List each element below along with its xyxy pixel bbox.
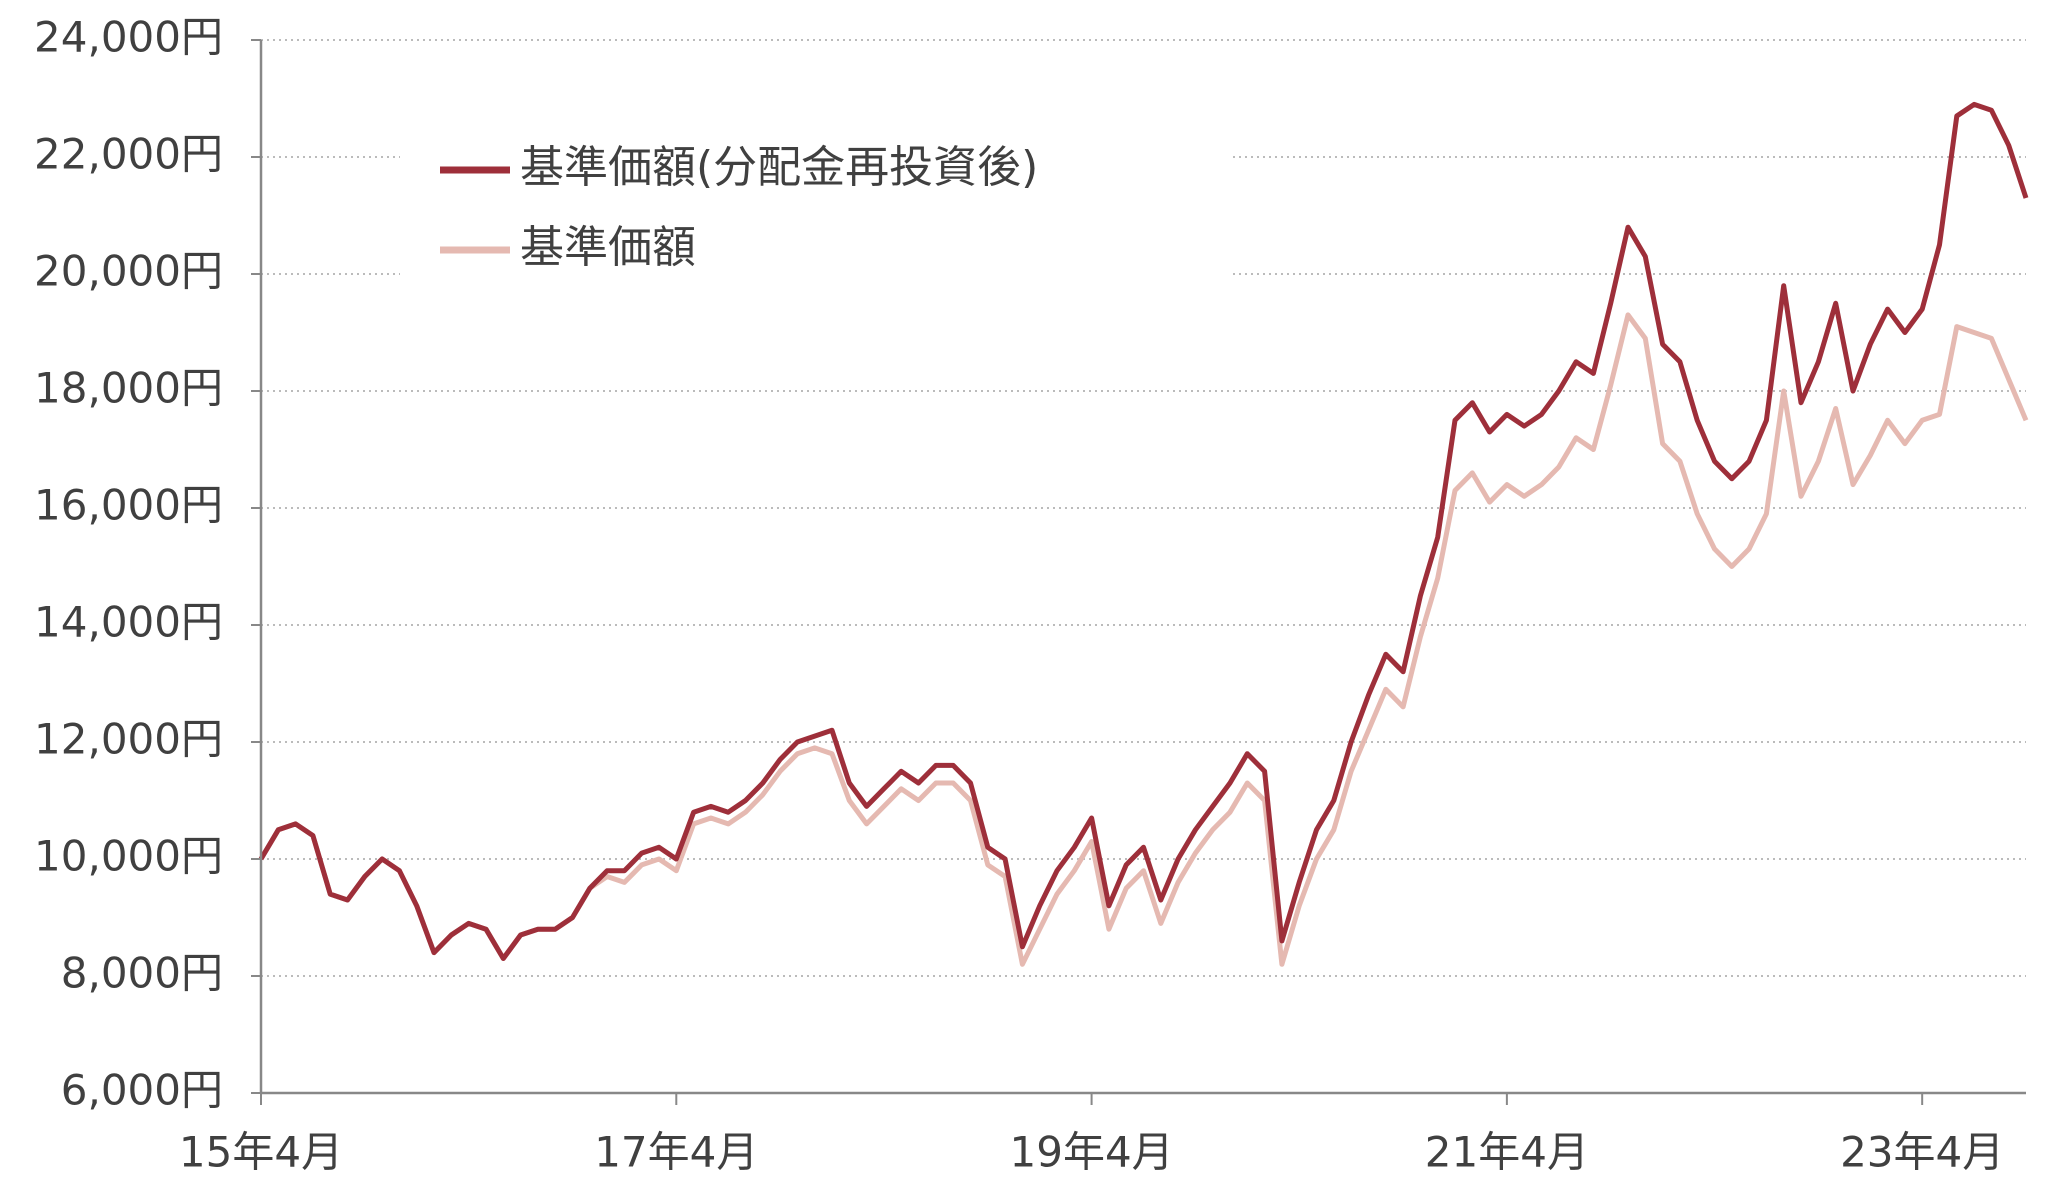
x-tick-label: 15年4月 [179, 1128, 343, 1177]
legend: 基準価額(分配金再投資後) 基準価額 [400, 120, 1230, 290]
legend-label: 基準価額(分配金再投資後) [520, 142, 1038, 193]
y-tick-label: 20,000円 [34, 247, 223, 296]
y-tick-label: 16,000円 [34, 481, 223, 530]
series-line [258, 101, 2029, 961]
x-tick-label: 17年4月 [594, 1128, 758, 1177]
legend-background [400, 120, 1230, 290]
axes: 6,000円 8,000円 10,000円 12,000円 14,000円 16,000円… [34, 13, 2026, 1177]
y-tick-label: 8,000円 [61, 949, 223, 998]
y-tick-label: 22,000円 [34, 130, 223, 179]
y-tick-label: 6,000円 [61, 1066, 223, 1115]
y-tick-label: 18,000円 [34, 364, 223, 413]
series-line [258, 312, 2029, 967]
y-tick-label: 10,000円 [34, 832, 223, 881]
x-tick-label: 19年4月 [1010, 1128, 1174, 1177]
x-tick-label: 23年4月 [1840, 1128, 2004, 1177]
y-tick-label: 14,000円 [34, 598, 223, 647]
y-tick-label: 24,000円 [34, 13, 223, 62]
y-tick-label: 12,000円 [34, 715, 223, 764]
legend-label: 基準価額 [520, 222, 696, 273]
x-tick-label: 21年4月 [1425, 1128, 1589, 1177]
plot-lines [258, 101, 2029, 967]
